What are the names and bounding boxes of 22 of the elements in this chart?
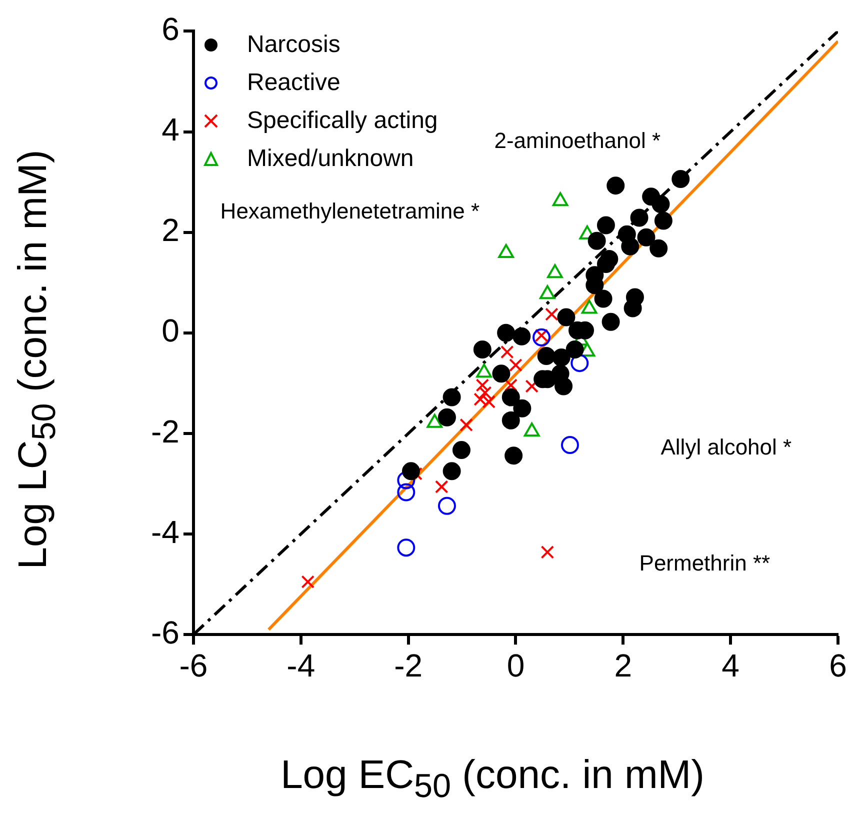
legend-label: Narcosis — [247, 30, 340, 60]
y-tick-label: -6 — [151, 614, 180, 650]
x-tick-label: 2 — [614, 648, 632, 684]
x-tick-label: -4 — [286, 648, 316, 684]
y-tick-label: 4 — [162, 112, 180, 148]
x-tick-label: -2 — [394, 648, 423, 684]
x-tick-label: 4 — [722, 648, 740, 684]
y-tick-label: 2 — [162, 212, 180, 248]
legend-label: Mixed/unknown — [247, 144, 414, 174]
x-tick-label: 0 — [506, 648, 525, 684]
annotation: Permethrin ** — [639, 550, 771, 576]
annotation: Hexamethylenetetramine * — [220, 198, 480, 224]
y-tick-label: 0 — [162, 312, 180, 349]
y-tick-label: -2 — [151, 413, 180, 450]
annotation: Allyl alcohol * — [660, 434, 792, 460]
legend-label: Reactive — [247, 68, 340, 98]
legend-label: Specifically acting — [247, 106, 438, 136]
annotation: 2-aminoethanol * — [494, 128, 662, 153]
y-tick-label: -4 — [151, 514, 180, 550]
x-tick-label: 6 — [829, 648, 847, 684]
x-axis-title: Log EC$_{50}$ (conc. in mM) — [280, 753, 706, 806]
y-tick-label: 6 — [162, 11, 180, 48]
